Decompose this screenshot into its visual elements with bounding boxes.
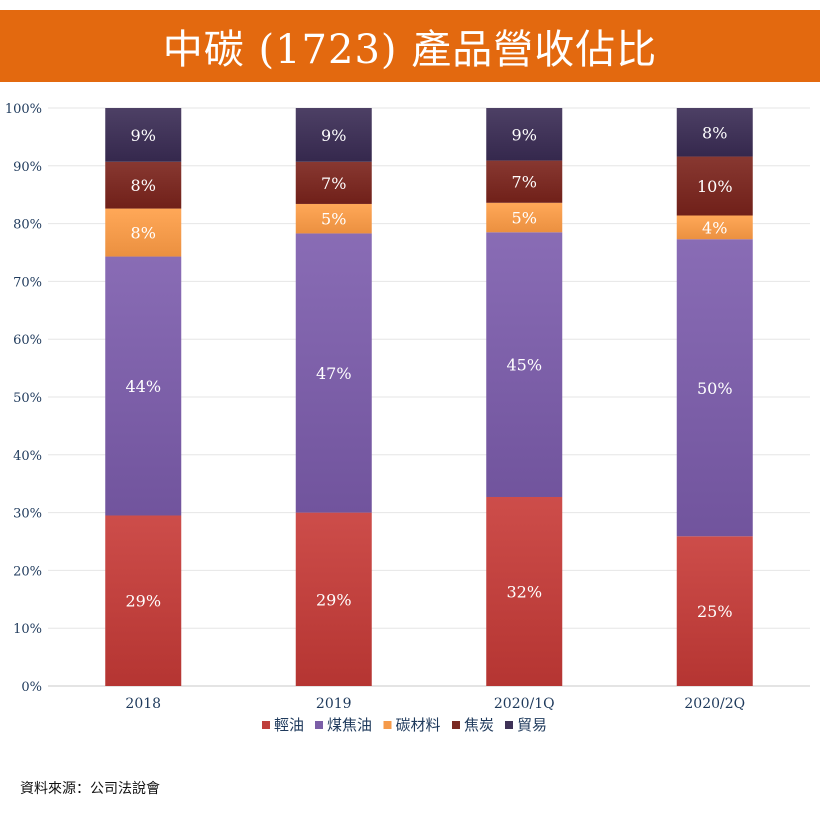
y-tick-label: 80% <box>13 218 42 233</box>
legend-label: 碳材料 <box>396 716 441 734</box>
legend-swatch <box>505 721 513 729</box>
y-tick-label: 20% <box>13 564 42 579</box>
bar-segment <box>486 232 563 497</box>
bar-segment <box>105 256 182 516</box>
legend-label: 貿易 <box>517 716 547 734</box>
x-axis-ticks: 2018 2019 2020/1Q 2020/2Q <box>125 696 745 712</box>
bar-segment <box>676 239 753 537</box>
legend-swatch <box>315 721 323 729</box>
x-tick-label: 2020/2Q <box>684 696 745 712</box>
bars: 29% 44% 8% 8% 9% 29% 47% 5% 7% 9% 32% 45% 5% 7% 9% 25% 5… <box>105 108 753 686</box>
legend-swatch <box>452 721 460 729</box>
data-label: 9% <box>512 125 537 144</box>
bar-segment <box>105 208 182 257</box>
y-tick-label: 30% <box>13 507 42 522</box>
y-tick-label: 0% <box>21 680 42 695</box>
data-label: 9% <box>321 126 346 145</box>
data-label: 25% <box>697 602 733 621</box>
legend: 輕油 煤焦油 碳材料 焦炭 貿易 <box>262 716 547 734</box>
y-axis-ticks: 0% 10% 20% 30% 40% 50% 60% 70% 80% 90% 100% <box>5 102 42 695</box>
y-tick-label: 50% <box>13 391 42 406</box>
y-tick-label: 10% <box>13 622 42 637</box>
legend-label: 煤焦油 <box>327 716 372 734</box>
bar-segment <box>676 215 753 240</box>
legend-label: 焦炭 <box>464 716 494 734</box>
data-label: 50% <box>697 379 733 398</box>
data-label: 45% <box>506 356 542 375</box>
bar-segment <box>105 108 182 162</box>
chart-title: 中碳 (1723) 產品營收佔比 <box>162 27 658 73</box>
data-label: 8% <box>131 176 156 195</box>
data-label: 29% <box>125 592 161 611</box>
legend-swatch <box>383 721 392 729</box>
data-label: 44% <box>125 377 161 396</box>
bar-segment <box>105 515 182 686</box>
bar-segment <box>486 202 563 233</box>
data-label: 4% <box>702 218 727 237</box>
data-label: 7% <box>321 174 346 193</box>
data-label: 47% <box>316 364 352 383</box>
legend-swatch <box>262 721 270 729</box>
source-note: 資料來源：公司法說會 <box>20 781 160 797</box>
y-tick-label: 70% <box>13 275 42 290</box>
x-tick-label: 2020/1Q <box>494 696 555 712</box>
data-label: 5% <box>321 210 346 229</box>
y-tick-label: 40% <box>13 449 42 464</box>
data-label: 10% <box>697 177 733 196</box>
data-label: 8% <box>702 123 727 142</box>
title-banner: 中碳 (1723) 產品營收佔比 <box>0 10 820 82</box>
bar-segment <box>295 161 372 204</box>
data-label: 32% <box>506 582 542 601</box>
bar-segment <box>486 160 563 203</box>
bar-segment <box>486 108 563 161</box>
bar-segment <box>295 233 372 513</box>
legend-label: 輕油 <box>274 716 304 734</box>
data-label: 29% <box>316 590 352 609</box>
data-label: 9% <box>131 126 156 145</box>
bar-segment <box>105 161 182 209</box>
x-tick-label: 2019 <box>316 696 352 712</box>
y-tick-label: 90% <box>13 160 42 175</box>
data-label: 5% <box>512 209 537 228</box>
bar-segment <box>676 536 753 686</box>
x-tick-label: 2018 <box>125 696 161 712</box>
bar-segment <box>676 156 753 216</box>
y-tick-label: 100% <box>5 102 42 117</box>
data-label: 7% <box>512 173 537 192</box>
bar-segment <box>486 496 563 686</box>
stacked-bar-chart: 0% 10% 20% 30% 40% 50% 60% 70% 80% 90% 100% 29% 44%… <box>5 102 810 734</box>
bar-segment <box>295 512 372 686</box>
data-label: 8% <box>131 224 156 243</box>
bar-segment <box>295 203 372 234</box>
bar-segment <box>295 108 372 162</box>
bar-segment <box>676 108 753 157</box>
y-tick-label: 60% <box>13 333 42 348</box>
